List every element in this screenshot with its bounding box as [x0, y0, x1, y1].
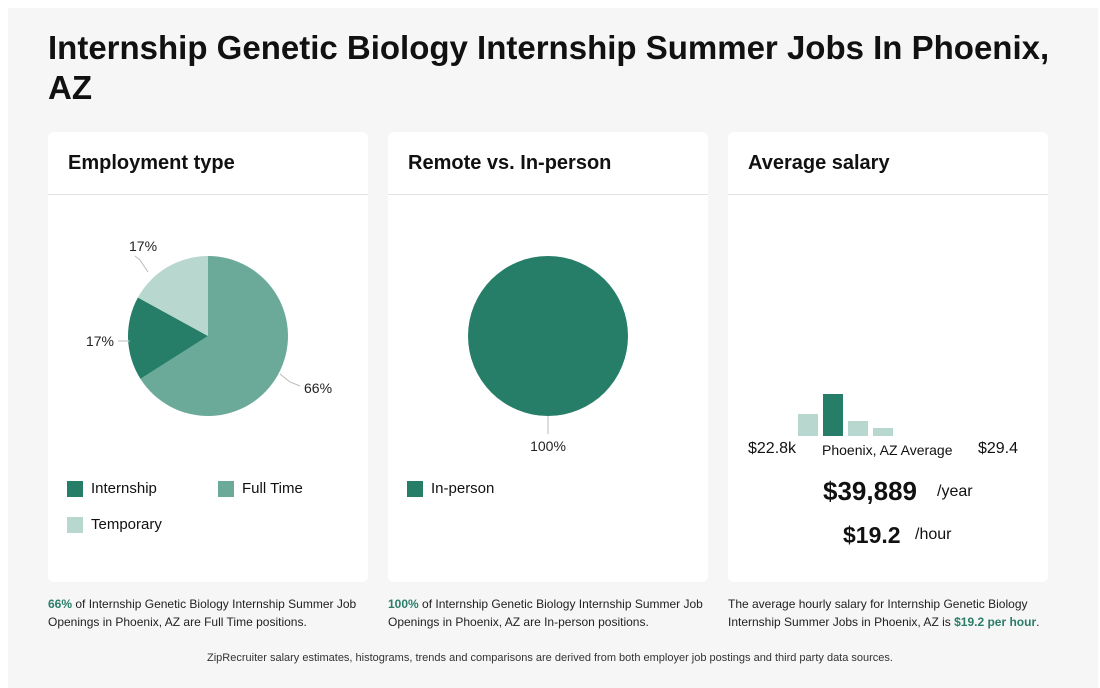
employment-pie-slice-internship: [127, 297, 208, 379]
remote-heading: Remote vs. In-person: [388, 132, 708, 195]
histogram-bar: [873, 428, 893, 436]
salary-card: Average salary $22.8k Phoenix, AZ Averag…: [728, 132, 1048, 582]
remote-pie-value-label: 100%: [530, 438, 566, 454]
legend-label-internship: Internship: [91, 480, 157, 497]
employment-pie-value-label: 17%: [86, 333, 114, 349]
salary-min-label: $22.8k: [748, 440, 797, 457]
histogram-bar: [823, 394, 843, 436]
employment-pie-slice-temporary: [137, 256, 208, 336]
employment-caption: 66% of Internship Genetic Biology Intern…: [48, 595, 368, 631]
employment-caption-pct: 66%: [48, 597, 73, 611]
salary-yearly-value: $39,889: [823, 476, 917, 506]
remote-pie-chart: 100%: [468, 256, 628, 454]
remote-card: Remote vs. In-person 100% In-person: [388, 132, 708, 582]
employment-pie-leader-line: [279, 373, 301, 387]
legend-item-in-person: In-person: [407, 480, 494, 497]
legend-item-full-time: Full Time: [218, 480, 303, 497]
legend-label-temporary: Temporary: [91, 516, 162, 533]
employment-type-heading: Employment type: [48, 132, 368, 195]
legend-swatch-temporary: [67, 516, 83, 533]
legend-item-temporary: Temporary: [67, 516, 162, 533]
legend-item-internship: Internship: [67, 480, 157, 497]
salary-caption-highlight: $19.2 per hour: [954, 615, 1037, 629]
legend-label-in-person: In-person: [431, 480, 495, 497]
page-title: Internship Genetic Biology Internship Su…: [48, 29, 1050, 106]
salary-hourly-value: $19.2: [843, 522, 901, 548]
remote-caption-text: of Internship Genetic Biology Internship…: [388, 597, 703, 629]
legend-swatch-full-time: [218, 480, 234, 497]
employment-type-card: Employment type 17% 17% 66% Internship Ful…: [48, 132, 368, 582]
salary-caption: The average hourly salary for Internship…: [728, 595, 1048, 631]
employment-pie-value-label: 17%: [129, 238, 157, 254]
remote-caption-pct: 100%: [388, 597, 419, 611]
employment-pie-slice-full-time: [140, 256, 288, 416]
salary-max-label: $29.4: [977, 440, 1018, 457]
remote-pie-slice-in-person: [468, 256, 628, 416]
employment-pie-chart: 17% 17% 66%: [86, 238, 332, 416]
salary-yearly-unit: /year: [937, 483, 973, 500]
salary-average-label: Phoenix, AZ Average: [822, 442, 953, 458]
histogram-bar: [798, 414, 818, 436]
salary-hourly-unit: /hour: [915, 526, 952, 543]
salary-heading: Average salary: [728, 132, 1048, 195]
legend-swatch-in-person: [407, 480, 423, 497]
salary-caption-text: The average hourly salary for Internship…: [728, 597, 1028, 629]
remote-caption: 100% of Internship Genetic Biology Inter…: [388, 595, 708, 631]
legend-swatch-internship: [67, 480, 83, 497]
employment-caption-text: of Internship Genetic Biology Internship…: [48, 597, 357, 629]
employment-pie-value-label: 66%: [304, 380, 332, 396]
employment-pie-leader-line: [134, 255, 149, 273]
histogram-bar: [848, 421, 868, 436]
salary-caption-end: .: [1036, 615, 1040, 629]
footer-disclaimer: ZipRecruiter salary estimates, histogram…: [207, 652, 893, 664]
salary-histogram: [798, 394, 893, 436]
legend-label-full-time: Full Time: [242, 480, 303, 497]
